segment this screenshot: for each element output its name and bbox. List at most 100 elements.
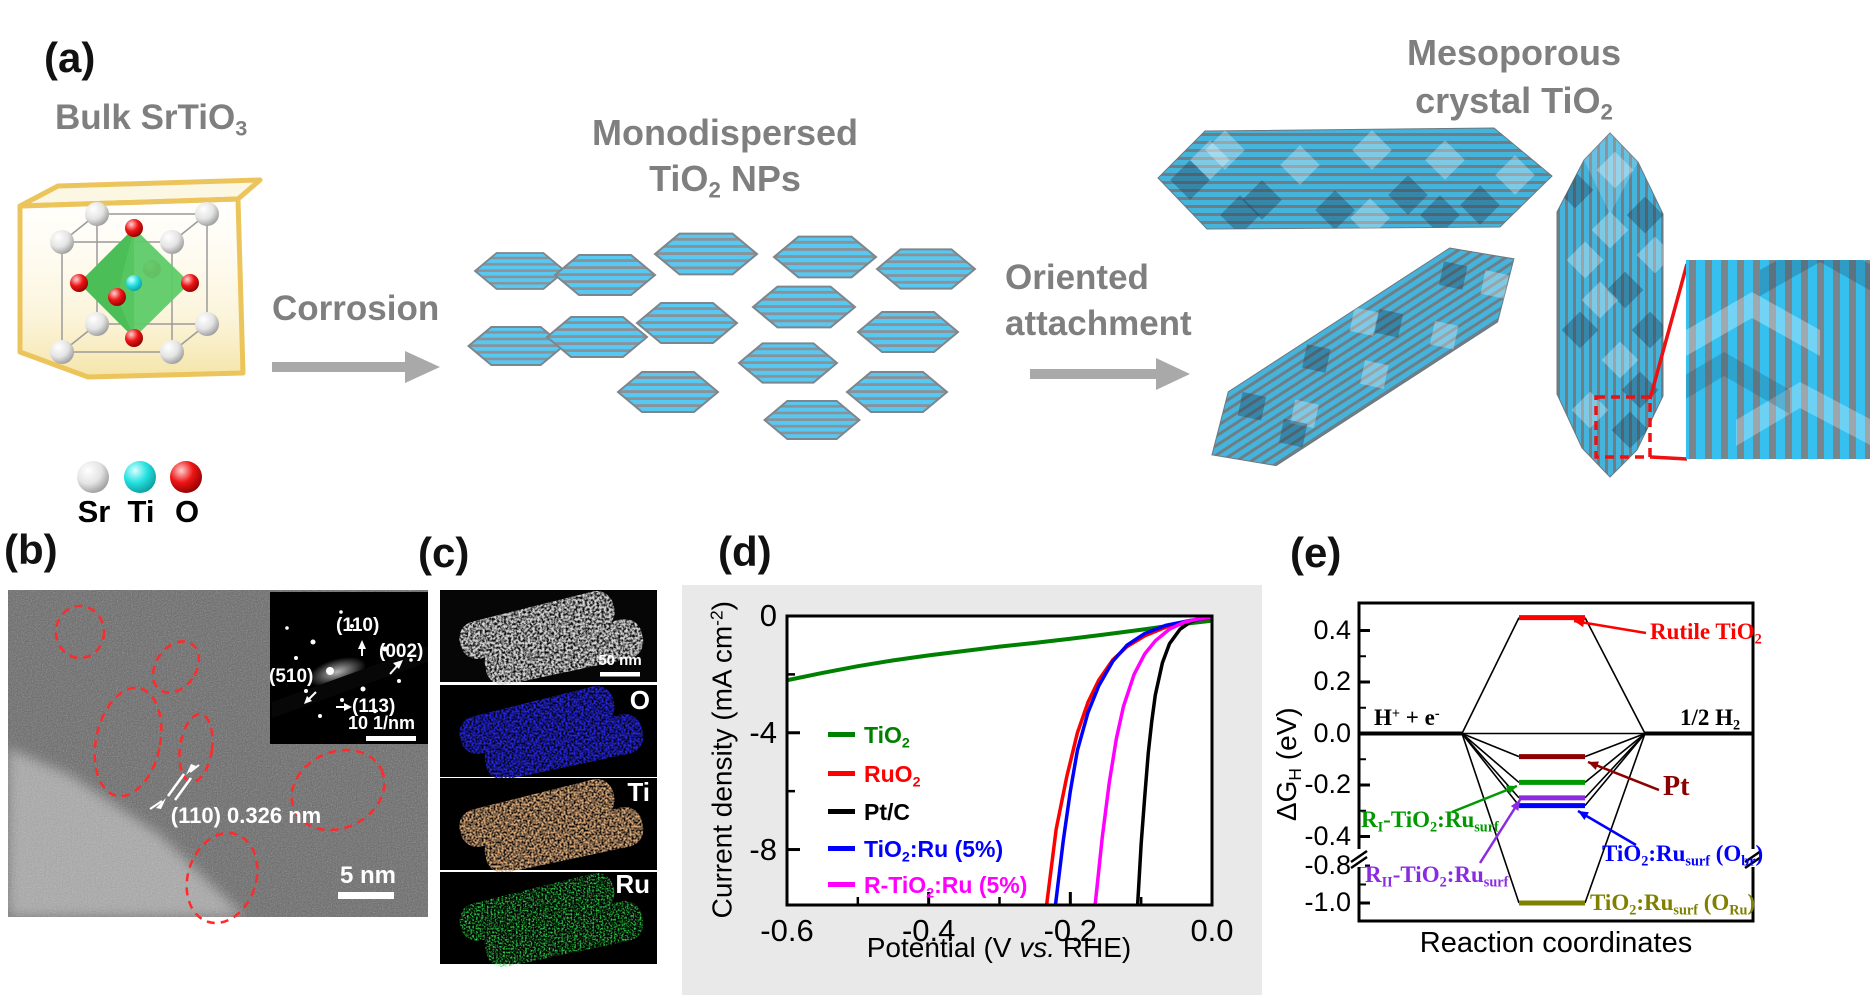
bulk-srtio3-title: Bulk SrTiO3 xyxy=(55,98,248,141)
d-ytick-0: 0 xyxy=(759,598,777,633)
curve-tio2-ru-5- xyxy=(1053,617,1211,904)
mesopore-facet xyxy=(1566,241,1604,279)
oriented-label-line2: attachment xyxy=(1005,304,1192,343)
mesoporous-crystal-horizontal xyxy=(1157,127,1553,230)
meso-title-line2: crystal TiO2 xyxy=(1415,80,1613,125)
diffraction-arrows xyxy=(304,640,403,711)
mesoporous-crystal-vertical xyxy=(1556,132,1664,478)
curve-r-tio2-ru-5- xyxy=(1093,617,1211,904)
d-ytick--8: -8 xyxy=(749,831,777,867)
lattice-spacing-marker xyxy=(149,764,200,810)
mesopore-facet xyxy=(1302,344,1331,373)
tio2-nanoplate xyxy=(474,252,566,290)
map-label-o: O xyxy=(629,685,650,715)
lattice-annotation: (110) 0.326 nm xyxy=(170,803,322,828)
mesopore-facet xyxy=(1360,360,1389,389)
diffraction-spots xyxy=(285,610,413,718)
e-ytick-0.0: 0.0 xyxy=(1313,717,1351,748)
legend-entry-tio2: TiO2 xyxy=(828,722,910,751)
d-xtick--0.4: -0.4 xyxy=(901,913,956,948)
energy-levels xyxy=(1359,615,1753,906)
panel-b-label: (b) xyxy=(4,526,58,573)
level-label-rutile-tio2: Rutile TiO2 xyxy=(1650,619,1762,648)
final-state-label: 1/2 H2 xyxy=(1680,705,1741,734)
mesopore-facet xyxy=(1581,281,1619,319)
diffraction-scale-label: 10 1/nm xyxy=(348,713,416,733)
legend-label-ti: Ti xyxy=(127,494,155,529)
mono-title-line2: TiO2 NPs xyxy=(649,158,801,203)
legend-entry-pt-c: Pt/C xyxy=(828,799,910,826)
spot-113-label: (113) xyxy=(352,696,396,717)
haadf-scale-label: 50 nm xyxy=(598,652,642,669)
curve-tio2 xyxy=(788,618,1211,682)
legend-label-sr: Sr xyxy=(77,494,111,529)
meso-title-line1: Mesoporous xyxy=(1406,32,1621,73)
panel-c-eds-maps xyxy=(440,587,657,971)
legend-swatch xyxy=(828,809,855,815)
mesoporous-crystal-diagonal xyxy=(1211,247,1515,467)
d-ytick--4: -4 xyxy=(749,714,777,750)
o-atoms xyxy=(70,219,199,347)
corrosion-arrow xyxy=(272,351,440,383)
tio2-nanoplate xyxy=(876,248,976,290)
tio2-nanoplate xyxy=(846,371,948,413)
mesopore-facet xyxy=(1438,261,1468,290)
panel-e-diagram xyxy=(1350,601,1762,923)
spot-510-label: (510) xyxy=(269,666,314,687)
mesopore-facet xyxy=(1611,411,1649,449)
haadf-scale-bar xyxy=(600,672,640,677)
oriented-label-line1: Oriented xyxy=(1005,258,1149,297)
panel-d-label: (d) xyxy=(718,528,772,575)
tio2-nanoplate xyxy=(763,400,861,440)
panel-e-frame xyxy=(1357,601,1755,923)
legend-entry-tio2-ru-5-: TiO2:Ru (5%) xyxy=(828,836,1003,865)
legend-entry-r-tio2-ru-5-: R-TiO2:Ru (5%) xyxy=(828,872,1027,901)
level-label-tio2-rusurf-oru: TiO2:Rusurf (ORu) xyxy=(1590,890,1756,919)
zoom-connector-top xyxy=(1648,263,1689,400)
mesopore-facet xyxy=(1561,311,1599,349)
tem-scale-bar xyxy=(338,892,394,899)
tio2-nanoplate xyxy=(857,311,959,353)
mesopore-facet xyxy=(1631,311,1663,349)
diffraction-inset xyxy=(270,592,428,744)
diffraction-scale-bar xyxy=(366,736,416,741)
d-xtick-0.0: 0.0 xyxy=(1190,913,1234,948)
e-ytick-0.2: 0.2 xyxy=(1313,666,1351,696)
e-ytick-0.4: 0.4 xyxy=(1313,614,1351,645)
mesopore-facet xyxy=(1596,151,1634,189)
tio2-nanoplate xyxy=(738,342,838,384)
legend-swatch xyxy=(828,846,855,852)
legend-entry-ruo2: RuO2 xyxy=(828,761,921,790)
map-label-ru: Ru xyxy=(615,869,650,899)
spot-110-label: (110) xyxy=(336,615,380,636)
panel-d-plot xyxy=(785,614,1214,907)
e-ytick--0.4: -0.4 xyxy=(1304,820,1351,851)
panel-a-label: (a) xyxy=(44,34,96,81)
polarization-curves xyxy=(788,617,1211,904)
map-label-ti: Ti xyxy=(627,777,650,807)
panel-d-xlabel: Potential (V vs. RHE) xyxy=(866,932,1132,963)
tio2-nanoplate xyxy=(467,326,565,366)
tio2-nanoplate xyxy=(751,285,857,329)
axis-break-marks xyxy=(1350,849,1762,870)
panel-c-label: (c) xyxy=(418,529,470,576)
level-label-rii-tio2-rusurf: RII-TiO2:Rusurf xyxy=(1365,862,1509,891)
mesopore-facet xyxy=(1601,341,1639,379)
mesopore-facet xyxy=(1480,270,1509,299)
legend-swatch xyxy=(828,882,855,888)
mesopore-facet xyxy=(1349,307,1379,336)
ti-atom xyxy=(126,275,142,291)
panel-b-tem-image xyxy=(8,590,428,925)
atom-legend-spheres xyxy=(77,461,202,493)
spot-002-label: (002) xyxy=(379,641,424,662)
e-ytick--0.8: -0.8 xyxy=(1304,850,1351,880)
srtio3-unit-cell xyxy=(17,177,263,380)
mesopore-facet xyxy=(1290,399,1319,429)
panel-d-frame xyxy=(785,614,1214,907)
e-ytick--0.2: -0.2 xyxy=(1304,769,1351,799)
mono-title-line1: Monodispersed xyxy=(591,112,859,153)
mesopore-facet xyxy=(1429,320,1459,350)
mesopore-facet xyxy=(1606,271,1644,309)
